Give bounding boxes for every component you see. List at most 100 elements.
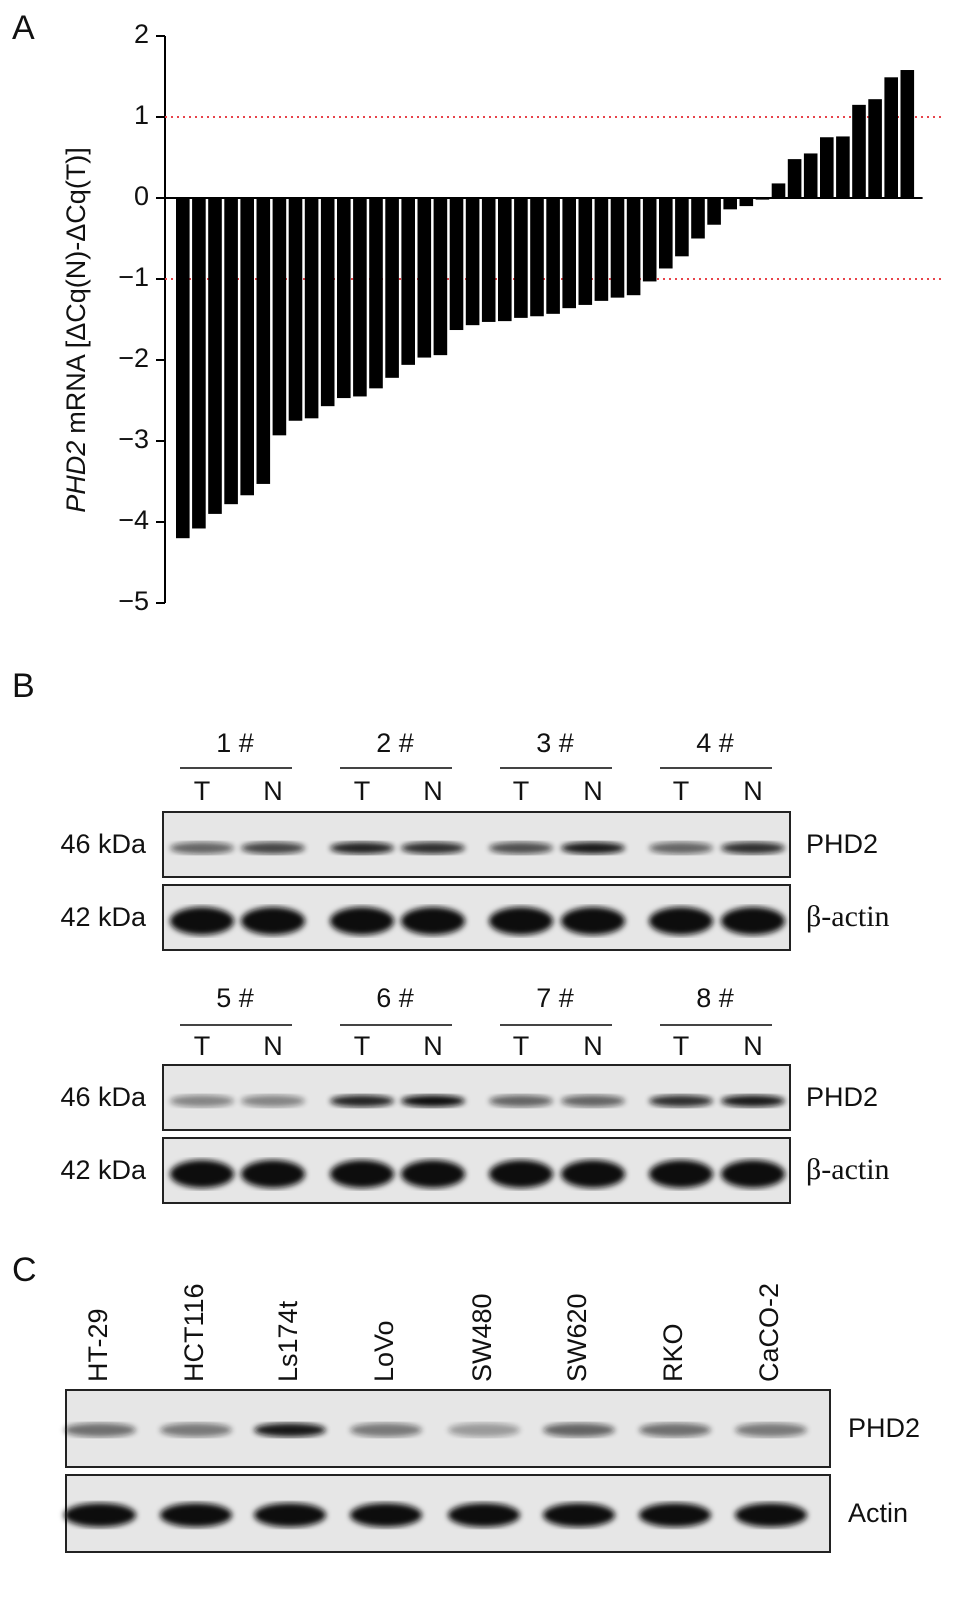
bar (417, 198, 432, 358)
y-label-gene: PHD2 (61, 441, 91, 513)
band (241, 1160, 305, 1188)
group-label: 6 # (376, 983, 414, 1013)
band (350, 1423, 422, 1437)
band (721, 1095, 785, 1107)
lane-label: T (513, 776, 530, 806)
band (639, 1423, 711, 1437)
bar (401, 198, 415, 365)
bar (820, 137, 834, 198)
band (401, 842, 465, 854)
band (543, 1503, 615, 1527)
bar (256, 198, 271, 484)
band (241, 842, 305, 854)
cell-line-label: CaCO-2 (754, 1283, 784, 1382)
bar (481, 198, 496, 322)
y-tick-label: 1 (134, 100, 149, 130)
bar (530, 198, 544, 317)
lane-label: T (194, 1031, 211, 1061)
cell-line-label: Ls174t (273, 1300, 303, 1382)
band (735, 1503, 807, 1527)
band (543, 1423, 615, 1437)
band (160, 1503, 232, 1527)
cell-line-label: SW620 (562, 1293, 592, 1382)
band (649, 1160, 713, 1188)
protein-label: β-actin (806, 900, 890, 933)
bar (176, 198, 190, 539)
bar (498, 198, 512, 322)
band (401, 1095, 465, 1107)
bar (288, 198, 303, 421)
lane-label: N (583, 776, 603, 806)
lane-label: T (194, 776, 211, 806)
band (489, 1160, 553, 1188)
bar (337, 198, 351, 399)
y-label-text: mRNA [ΔCq(N)-ΔCq(T)] (61, 147, 91, 434)
band (254, 1423, 326, 1437)
bar (610, 198, 625, 298)
bar (723, 198, 737, 210)
protein-label: Actin (848, 1498, 908, 1528)
size-label: 46 kDa (60, 829, 147, 859)
band (330, 907, 394, 935)
band (649, 1095, 713, 1107)
bar (465, 198, 480, 326)
band (561, 907, 625, 935)
group-label: 1 # (216, 728, 254, 758)
y-tick-label: −4 (118, 505, 149, 535)
cell-line-label: HT-29 (83, 1308, 113, 1382)
group-label: 5 # (216, 983, 254, 1013)
band (401, 1160, 465, 1188)
band (448, 1423, 520, 1437)
lane-label: N (583, 1031, 603, 1061)
lane-label: T (673, 776, 690, 806)
band (350, 1503, 422, 1527)
protein-label: β-actin (806, 1153, 890, 1186)
band (735, 1423, 807, 1437)
bar (192, 198, 206, 529)
band (721, 1160, 785, 1188)
band (489, 907, 553, 935)
bar (449, 198, 464, 331)
y-tick-label: 0 (134, 181, 149, 211)
y-tick-label: −2 (118, 343, 149, 373)
bar (208, 198, 222, 514)
lane-label: T (513, 1031, 530, 1061)
lane-label: N (743, 776, 763, 806)
bar (675, 198, 689, 257)
cell-line-label: RKO (658, 1323, 688, 1382)
bar (320, 198, 335, 407)
band (64, 1503, 136, 1527)
bar (739, 198, 754, 207)
bar (433, 198, 448, 356)
lane-label: N (423, 1031, 443, 1061)
band (489, 842, 553, 854)
cell-line-label: HCT116 (179, 1283, 209, 1382)
band (330, 1095, 394, 1107)
band (330, 1160, 394, 1188)
band (401, 907, 465, 935)
bar (755, 198, 770, 200)
band (721, 907, 785, 935)
bar (642, 198, 657, 282)
size-label: 42 kDa (60, 1155, 147, 1185)
lane-label: N (263, 776, 283, 806)
protein-label: PHD2 (806, 829, 878, 859)
bar (900, 70, 915, 198)
protein-label: PHD2 (806, 1082, 878, 1112)
band (170, 842, 234, 854)
band (561, 842, 625, 854)
bar (240, 198, 254, 496)
y-tick-label: 2 (134, 19, 149, 49)
cell-line-label: SW480 (467, 1293, 497, 1382)
bar (546, 198, 560, 314)
band (649, 907, 713, 935)
bar (659, 198, 673, 269)
band (448, 1503, 520, 1527)
band (241, 907, 305, 935)
group-label: 3 # (536, 728, 574, 758)
bar (594, 198, 609, 301)
bar (353, 198, 367, 397)
y-tick-label: −5 (118, 586, 149, 616)
